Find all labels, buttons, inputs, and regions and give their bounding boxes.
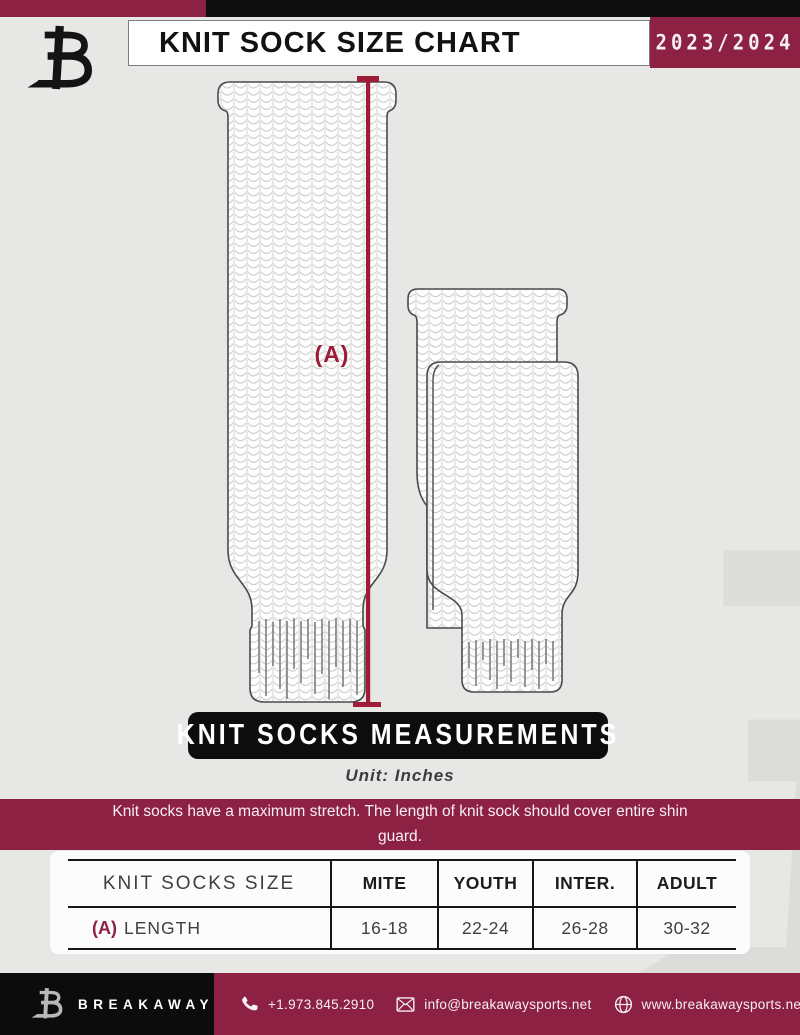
- breakaway-b-logo-icon: [22, 20, 102, 98]
- dimension-label: (A): [315, 341, 350, 367]
- email-address: info@breakawaysports.net: [424, 996, 592, 1012]
- table-row-length-label: (A) LENGTH: [68, 908, 330, 950]
- note-banner: Knit socks have a maximum stretch. The l…: [0, 799, 800, 850]
- measurement-line: [353, 76, 381, 707]
- footer: BREAKAWAY +1.973.845.2910 info@breakaway…: [0, 973, 800, 1035]
- page-title: KNIT SOCK SIZE CHART: [159, 26, 521, 59]
- rib-lines: [258, 618, 358, 699]
- table-header-size: KNIT SOCKS SIZE: [68, 861, 330, 908]
- website-url: www.breakawaysports.net: [641, 996, 800, 1012]
- website-contact[interactable]: www.breakawaysports.net: [613, 994, 800, 1015]
- brand-name: BREAKAWAY: [78, 996, 215, 1012]
- season-label: 2023/2024: [655, 30, 795, 55]
- phone-icon: [242, 996, 258, 1010]
- dimension-name: LENGTH: [124, 917, 201, 938]
- top-strip-black: [206, 0, 800, 17]
- top-strip-maroon: [0, 0, 206, 17]
- footer-contact-block: +1.973.845.2910 info@breakawaysports.net…: [214, 973, 800, 1035]
- table-header-adult: ADULT: [636, 861, 736, 908]
- table-header-youth: YOUTH: [437, 861, 532, 908]
- sock-diagram: (A): [217, 76, 579, 707]
- fold-line: [432, 364, 440, 610]
- rib-lines: [468, 639, 554, 689]
- length-youth: 22-24: [437, 908, 532, 950]
- email-contact[interactable]: info@breakawaysports.net: [395, 994, 591, 1015]
- footer-brand-block: BREAKAWAY: [0, 973, 215, 1035]
- globe-icon: [614, 995, 632, 1013]
- phone-contact[interactable]: +1.973.845.2910: [239, 994, 374, 1015]
- title-bar: KNIT SOCK SIZE CHART: [128, 20, 650, 66]
- unit-label: Unit: Inches: [345, 766, 455, 785]
- envelope-icon: [396, 996, 415, 1012]
- size-table: KNIT SOCKS SIZE MITE YOUTH INTER. ADULT …: [68, 859, 736, 950]
- length-inter: 26-28: [532, 908, 636, 950]
- measurements-banner: KNIT SOCKS MEASUREMENTS: [177, 712, 616, 759]
- phone-number: +1.973.845.2910: [268, 996, 375, 1012]
- breakaway-b-logo-icon: [30, 985, 66, 1023]
- table-background-card: [50, 851, 750, 954]
- adult-sock-illustration: [217, 81, 397, 703]
- table-header-mite: MITE: [330, 861, 437, 908]
- folded-sock-illustration: [426, 361, 579, 693]
- length-mite: 16-18: [330, 908, 437, 950]
- note-text: Knit socks have a maximum stretch. The l…: [112, 803, 688, 845]
- dimension-key: (A): [92, 917, 117, 938]
- length-adult: 30-32: [636, 908, 736, 950]
- season-badge: 2023/2024: [650, 17, 800, 68]
- table-header-inter: INTER.: [532, 861, 636, 908]
- measurements-banner-label: KNIT SOCKS MEASUREMENTS: [176, 718, 620, 752]
